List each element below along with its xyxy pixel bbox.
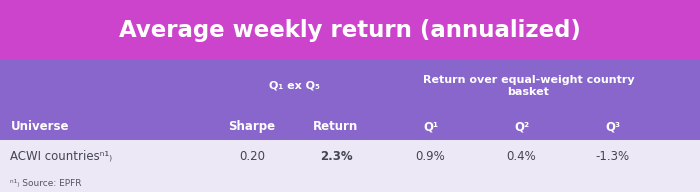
Text: Sharpe: Sharpe [228,120,276,133]
Text: Q¹: Q¹ [423,120,438,133]
Text: Return over equal-weight country
basket: Return over equal-weight country basket [423,75,634,97]
Bar [0,0,700,60]
Text: 0.20: 0.20 [239,150,265,162]
Bar [0,172,700,192]
Text: Universe: Universe [10,120,69,133]
Bar [0,140,700,172]
Text: -1.3%: -1.3% [596,150,629,162]
Text: Q₁ ex Q₅: Q₁ ex Q₅ [269,81,319,91]
Text: 2.3%: 2.3% [320,150,352,162]
Text: Return: Return [314,120,358,133]
Text: Average weekly return (annualized): Average weekly return (annualized) [119,19,581,42]
Text: 0.4%: 0.4% [507,150,536,162]
Text: Q³: Q³ [605,120,620,133]
Text: Q²: Q² [514,120,529,133]
Bar [0,60,700,140]
Text: ⁿ¹₎ Source: EPFR: ⁿ¹₎ Source: EPFR [10,179,82,188]
Text: 0.9%: 0.9% [416,150,445,162]
Text: ACWI countriesⁿ¹₎: ACWI countriesⁿ¹₎ [10,150,113,162]
